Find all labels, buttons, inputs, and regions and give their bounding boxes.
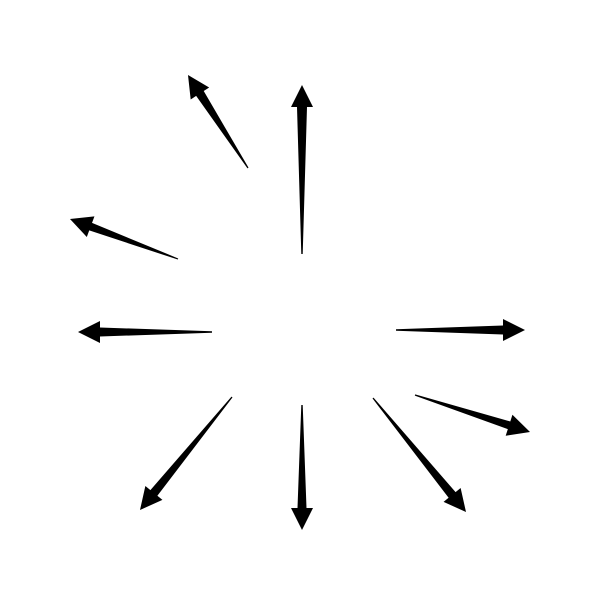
- arrow-left: [78, 321, 212, 343]
- arrow-down-right: [373, 398, 467, 512]
- radial-arrows-diagram: [0, 0, 600, 600]
- arrow-down: [291, 405, 313, 530]
- arrow-down-left: [140, 397, 233, 510]
- arrow-right-down: [415, 394, 530, 435]
- arrow-up-left: [188, 75, 249, 168]
- arrow-right: [396, 319, 525, 341]
- arrow-left-up: [70, 216, 178, 259]
- arrow-up: [291, 85, 313, 254]
